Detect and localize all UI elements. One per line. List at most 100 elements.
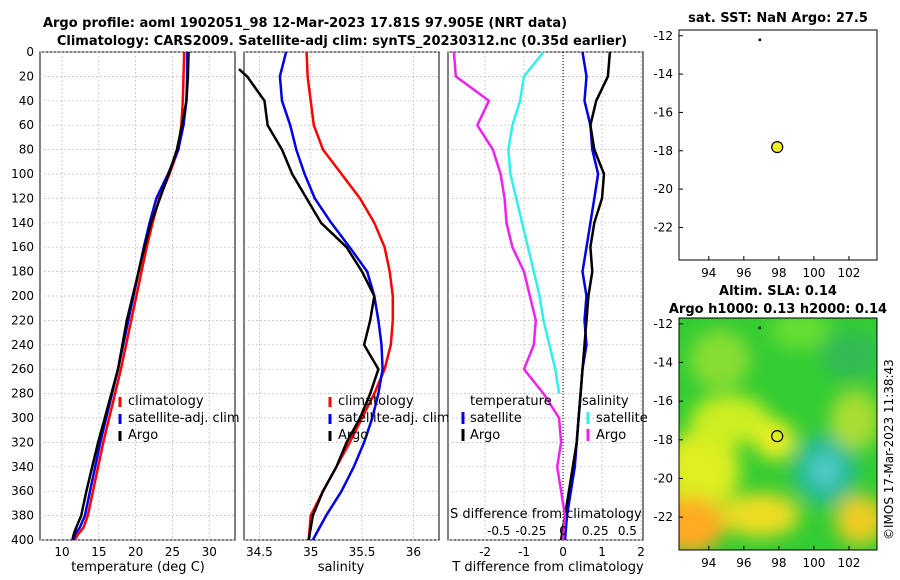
sst-map-ticks: 94 96 98 100 102 -12 -14 -16 -18 -20 -22 (653, 29, 860, 280)
x-tick-label: 15 (91, 545, 106, 559)
difference-series (452, 51, 612, 541)
x-tick-label: 2 (637, 545, 645, 559)
lat-tick-label: -18 (653, 144, 673, 158)
map-marker (758, 326, 762, 330)
series-line-t-argo (559, 51, 612, 541)
sla-heatmap-field (679, 318, 877, 550)
sst-map-panel: sat. SST: NaN Argo: 27.5 94 96 98 100 102 -12… (653, 11, 878, 280)
depth-tick-label: 120 (11, 191, 34, 205)
salinity-grid (244, 51, 439, 541)
sla-map-panel: Altim. SLA: 0.14 Argo h1000: 0.13 h2000:… (653, 284, 887, 570)
series-line-s-argo (452, 51, 567, 541)
figure-title-line1: Argo profile: aoml 1902051_98 12-Mar-202… (43, 16, 567, 31)
sla-map-title-line1: Altim. SLA: 0.14 (719, 284, 837, 299)
depth-tick-label: 80 (19, 143, 34, 157)
sla-heatmap (679, 318, 877, 550)
top-x-tick-label: 0.25 (582, 524, 609, 538)
series-line-argo (71, 51, 190, 541)
x-tick-label: 0 (559, 545, 567, 559)
legend-title-salinity: salinity (582, 394, 629, 409)
salinity-xlabel: salinity (318, 560, 365, 575)
depth-tick-label: 0 (26, 45, 34, 59)
difference-panel: -2 -1 0 1 2 S difference from climatology -0… (447, 51, 648, 575)
top-x-tick-label: 0.5 (618, 524, 637, 538)
difference-top-xlabel: S difference from climatology (450, 507, 642, 522)
depth-tick-label: 20 (19, 69, 34, 83)
legend-label-t-satellite: satellite (470, 411, 522, 426)
lon-tick-label: 100 (802, 266, 825, 280)
lon-tick-label: 98 (771, 556, 786, 570)
difference-top-ticks: -0.5 -0.25 0 0.25 0.5 (487, 524, 637, 538)
depth-tick-label: 360 (11, 484, 34, 498)
difference-ticks: -2 -1 0 1 2 (479, 545, 645, 559)
lon-tick-label: 96 (736, 266, 751, 280)
depth-tick-label: 200 (11, 289, 34, 303)
sla-map-frame (678, 317, 878, 551)
salinity-ticks: 34.5 35 35.5 36 (246, 545, 421, 559)
salinity-panel: 34.5 35 35.5 36 salinity climatology satell… (238, 51, 450, 575)
depth-tick-label: 340 (11, 460, 34, 474)
series-line-satellite-adj-clim (71, 52, 189, 541)
lat-tick-label: -18 (653, 433, 673, 447)
lat-tick-label: -22 (653, 220, 673, 234)
lat-tick-label: -14 (653, 355, 673, 369)
legend-title-temperature: temperature (470, 394, 552, 409)
sla-map-ticks: 94 96 98 100 102 -12 -14 -16 -18 -20 -22 (653, 317, 860, 570)
depth-tick-label: 260 (11, 362, 34, 376)
depth-tick-label: 180 (11, 265, 34, 279)
x-tick-label: 25 (165, 545, 180, 559)
depth-tick-label: 100 (11, 167, 34, 181)
lon-tick-label: 94 (701, 266, 716, 280)
x-tick-label: 36 (406, 545, 421, 559)
figure-title-line2: Climatology: CARS2009. Satellite-adj cli… (57, 34, 627, 49)
argo-position-marker (771, 430, 784, 443)
temperature-ticks: 0 20 40 60 80 100 120 140 160 180 200 220 240 260 280 3… (11, 45, 217, 559)
legend-label-s-argo: Argo (596, 428, 626, 443)
difference-grid (448, 51, 643, 541)
temperature-legend: climatology satellite-adj. clim Argo (118, 394, 240, 443)
top-x-tick-label: -0.5 (487, 524, 510, 538)
legend-label-climatology: climatology (128, 394, 204, 409)
legend-label-argo: Argo (128, 428, 158, 443)
salinity-legend: climatology satellite-adj. clim Argo (328, 394, 450, 443)
x-tick-label: 20 (128, 545, 143, 559)
x-tick-label: 1 (598, 545, 606, 559)
sst-map-marks (758, 38, 784, 154)
series-line-s-satellite (507, 51, 561, 394)
depth-tick-label: 280 (11, 387, 34, 401)
lon-tick-label: 96 (736, 556, 751, 570)
difference-legend: temperature satellite Argo salinity sate… (461, 394, 648, 443)
legend-label-argo: Argo (338, 428, 368, 443)
lon-tick-label: 100 (802, 556, 825, 570)
sla-map-title-line2: Argo h1000: 0.13 h2000: 0.14 (669, 302, 887, 317)
depth-tick-label: 140 (11, 216, 34, 230)
series-line-argo (238, 68, 380, 541)
x-tick-label: 34.5 (246, 545, 273, 559)
depth-tick-label: 320 (11, 435, 34, 449)
depth-tick-label: 380 (11, 509, 34, 523)
x-tick-label: 35.5 (349, 545, 376, 559)
x-tick-label: 30 (202, 545, 217, 559)
depth-tick-label: 60 (19, 118, 34, 132)
legend-label-climatology: climatology (338, 394, 414, 409)
temperature-xlabel: temperature (deg C) (71, 560, 205, 575)
x-tick-label: 10 (54, 545, 69, 559)
depth-tick-label: 300 (11, 411, 34, 425)
x-tick-label: 35 (303, 545, 318, 559)
sla-map-marks (758, 326, 784, 443)
legend-label-satellite: satellite-adj. clim (128, 411, 240, 426)
lat-tick-label: -16 (653, 105, 673, 119)
lat-tick-label: -20 (653, 182, 673, 196)
lon-tick-label: 98 (771, 266, 786, 280)
legend-label-satellite: satellite-adj. clim (338, 411, 450, 426)
x-tick-label: -2 (479, 545, 491, 559)
top-x-tick-label: -0.25 (515, 524, 546, 538)
lon-tick-label: 94 (701, 556, 716, 570)
legend-label-t-argo: Argo (470, 428, 500, 443)
lat-tick-label: -12 (653, 317, 673, 331)
legend-label-s-satellite: satellite (596, 411, 648, 426)
depth-tick-label: 240 (11, 338, 34, 352)
map-marker (758, 38, 762, 42)
lat-tick-label: -12 (653, 29, 673, 43)
